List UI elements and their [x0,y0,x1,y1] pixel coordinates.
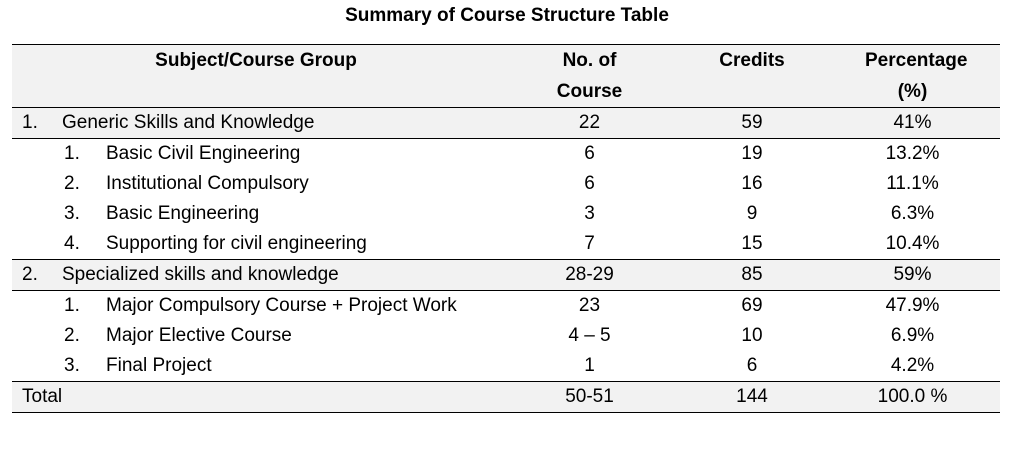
credits-cell: 15 [741,233,763,254]
group-cell: 1. Generic Skills and Knowledge [12,107,500,139]
courses-cell: 6 [584,173,595,194]
header-subject-group: Subject/Course Group [155,50,357,71]
table-title: Summary of Course Structure Table [345,5,669,26]
courses-cell: 3 [584,203,595,224]
credits-cell: 69 [741,295,763,316]
courses-cell: 28-29 [500,259,679,291]
group-cell: 3. Final Project [12,351,500,382]
group-label: Institutional Compulsory [106,173,309,194]
courses-cell: 22 [500,107,679,139]
table-row: 2. Specialized skills and knowledge 28-2… [12,259,1000,291]
total-label: Total [12,381,500,413]
table-row: 1. Major Compulsory Course + Project Wor… [12,291,1000,322]
percentage-cell: 11.1% [886,173,939,194]
row-number: 1. [64,295,80,316]
group-cell: 4. Supporting for civil engineering [12,229,500,260]
row-number: 4. [64,233,80,254]
header-no-of-course: No. of Course [556,50,623,102]
credits-cell: 16 [741,173,763,194]
courses-cell: 4 – 5 [568,325,611,346]
group-cell: 2. Institutional Compulsory [12,169,500,199]
group-cell: 3. Basic Engineering [12,199,500,229]
total-percentage: 100.0 % [825,381,1000,413]
row-number: 2. [64,325,80,346]
group-cell: 1. Major Compulsory Course + Project Wor… [12,291,500,322]
courses-cell: 7 [584,233,595,254]
table-row: 1. Basic Civil Engineering 6 19 13.2% [12,139,1000,170]
percentage-cell: 13.2% [885,143,940,164]
group-label: Generic Skills and Knowledge [62,112,315,133]
group-label: Major Elective Course [106,325,292,346]
row-number: 3. [64,355,80,376]
group-cell: 2. Specialized skills and knowledge [12,259,500,291]
courses-cell: 23 [578,295,601,316]
course-structure-table: Subject/Course Group No. of Course Credi… [12,44,1000,413]
table-row: 2. Institutional Compulsory 6 16 11.1% [12,169,1000,199]
total-courses: 50-51 [500,381,679,413]
credits-cell: 19 [741,143,763,164]
credits-cell: 9 [746,203,758,224]
credits-cell: 59 [679,107,825,139]
row-number: 1. [64,143,80,164]
header-credits: Credits [719,50,785,71]
header-percentage: Percentage (%) [865,50,968,102]
table-row: 1. Generic Skills and Knowledge 22 59 41… [12,107,1000,139]
header-row: Subject/Course Group No. of Course Credi… [12,44,1000,108]
percentage-cell: 59% [825,259,1000,291]
group-label: Specialized skills and knowledge [62,264,339,285]
row-number: 2. [64,173,80,194]
percentage-cell: 6.3% [890,203,935,224]
group-cell: 1. Basic Civil Engineering [12,139,500,170]
group-label: Final Project [106,355,212,376]
table-row: 3. Basic Engineering 3 9 6.3% [12,199,1000,229]
courses-cell: 6 [584,143,595,164]
row-number: 3. [64,203,80,224]
credits-cell: 6 [746,355,758,376]
group-label: Major Compulsory Course + Project Work [106,295,457,316]
row-number: 1. [22,112,38,133]
group-cell: 2. Major Elective Course [12,321,500,351]
row-number: 2. [22,264,38,285]
percentage-cell: 6.9% [890,325,935,346]
percentage-cell: 47.9% [885,295,940,316]
total-credits: 144 [679,381,825,413]
percentage-cell: 10.4% [885,233,940,254]
group-label: Basic Civil Engineering [106,143,301,164]
table-row: 3. Final Project 1 6 4.2% [12,351,1000,382]
group-label: Supporting for civil engineering [106,233,367,254]
table-row: 4. Supporting for civil engineering 7 15… [12,229,1000,260]
percentage-cell: 41% [825,107,1000,139]
credits-cell: 10 [741,325,763,346]
courses-cell: 1 [584,355,595,376]
credits-cell: 85 [679,259,825,291]
group-label: Basic Engineering [106,203,260,224]
total-row: Total 50-51 144 100.0 % [12,381,1000,413]
percentage-cell: 4.2% [890,355,935,376]
table-row: 2. Major Elective Course 4 – 5 10 6.9% [12,321,1000,351]
